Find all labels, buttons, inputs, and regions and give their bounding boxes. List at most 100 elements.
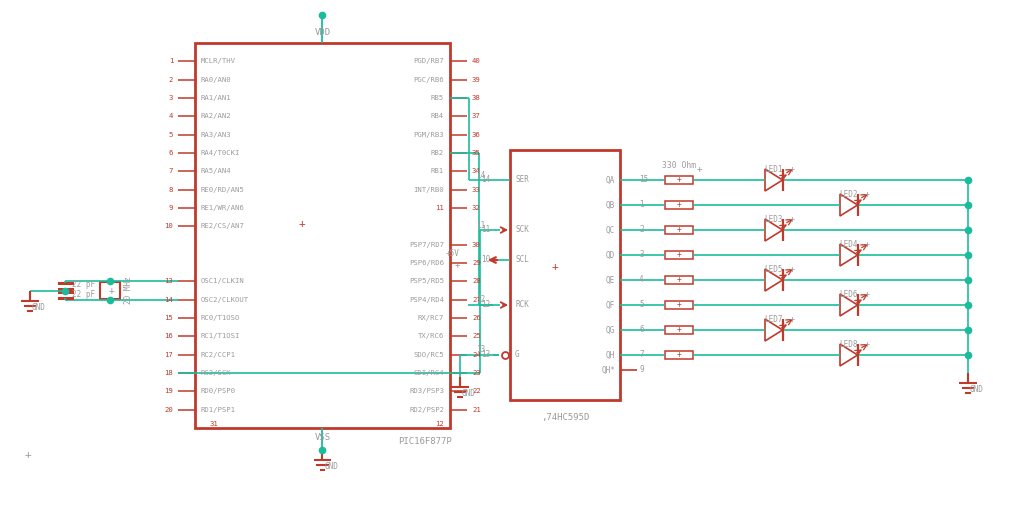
Text: 24: 24 [472, 352, 480, 358]
Text: +: + [790, 265, 795, 274]
Text: RA3/AN3: RA3/AN3 [201, 132, 231, 138]
Text: 25: 25 [472, 333, 480, 339]
Text: 27: 27 [472, 297, 480, 303]
Text: +: + [677, 200, 681, 210]
Text: MCLR/THV: MCLR/THV [201, 58, 236, 64]
Text: 39: 39 [472, 77, 480, 83]
Text: RD1/PSP1: RD1/PSP1 [201, 407, 236, 413]
Text: LED5: LED5 [764, 265, 782, 274]
Text: 13: 13 [476, 346, 485, 354]
Bar [195, 43, 450, 428]
Text: 29: 29 [472, 260, 480, 266]
Text: +: + [677, 301, 681, 309]
Bar [665, 251, 693, 259]
Text: 21: 21 [472, 407, 480, 413]
Bar [665, 201, 693, 209]
Text: 35: 35 [472, 150, 480, 156]
Text: OSC1/CLKIN: OSC1/CLKIN [201, 278, 245, 284]
Text: LED3: LED3 [764, 215, 782, 224]
Text: RE2/CS/AN7: RE2/CS/AN7 [201, 223, 245, 229]
Text: 13: 13 [480, 350, 490, 360]
Text: RB2: RB2 [431, 150, 444, 156]
Text: GND: GND [32, 303, 46, 311]
Text: RA2/AN2: RA2/AN2 [201, 113, 231, 119]
Text: OSC2/CLKOUT: OSC2/CLKOUT [201, 297, 249, 303]
Text: QB: QB [606, 200, 615, 210]
Text: 40: 40 [472, 58, 480, 64]
Text: PSP5/RD5: PSP5/RD5 [409, 278, 444, 284]
Text: PGC/RB6: PGC/RB6 [414, 77, 444, 83]
Text: 22 pF: 22 pF [72, 290, 95, 298]
Text: RC3/SCK: RC3/SCK [201, 370, 231, 376]
Text: +: + [790, 215, 795, 224]
Text: 14: 14 [480, 175, 490, 184]
Text: 32: 32 [472, 205, 480, 211]
Text: 34: 34 [472, 168, 480, 174]
Text: 4: 4 [169, 113, 173, 119]
Text: QC: QC [606, 225, 615, 235]
Text: RC0/T1OSO: RC0/T1OSO [201, 315, 241, 321]
Text: 20: 20 [164, 407, 173, 413]
Text: 13: 13 [164, 278, 173, 284]
Text: QA: QA [606, 175, 615, 184]
Text: 330 Ohm: 330 Ohm [662, 161, 696, 171]
Text: RC1/T1OSI: RC1/T1OSI [201, 333, 241, 339]
Text: 5: 5 [169, 132, 173, 138]
Text: 15: 15 [639, 175, 648, 184]
Text: 1: 1 [169, 58, 173, 64]
Text: 31: 31 [210, 421, 219, 427]
Bar [665, 326, 693, 334]
Text: SDO/RC5: SDO/RC5 [414, 352, 444, 358]
Text: +: + [790, 315, 795, 324]
Text: 33: 33 [472, 187, 480, 193]
Text: 26: 26 [472, 315, 480, 321]
Text: RC2/CCP1: RC2/CCP1 [201, 352, 236, 358]
Text: SCL: SCL [515, 255, 528, 265]
Text: +: + [677, 350, 681, 360]
Text: 1: 1 [639, 200, 644, 210]
Text: 9: 9 [639, 365, 644, 375]
Text: RA0/AN0: RA0/AN0 [201, 77, 231, 83]
Text: 11: 11 [480, 225, 490, 235]
Text: QE: QE [606, 276, 615, 284]
Text: 12: 12 [435, 421, 444, 427]
Text: SCK: SCK [515, 225, 528, 235]
Text: LED6: LED6 [839, 290, 857, 299]
Text: QD: QD [606, 251, 615, 260]
Text: LED2: LED2 [839, 190, 857, 199]
Text: 28: 28 [472, 278, 480, 284]
Text: 17: 17 [164, 352, 173, 358]
Text: +: + [677, 251, 681, 260]
Text: LED1: LED1 [764, 165, 782, 174]
Text: +: + [677, 276, 681, 284]
Bar [100, 282, 120, 299]
Text: PSP6/RD6: PSP6/RD6 [409, 260, 444, 266]
Text: 15: 15 [164, 315, 173, 321]
Text: QH*: QH* [601, 365, 615, 375]
Text: PSP4/RD4: PSP4/RD4 [409, 297, 444, 303]
Text: 7: 7 [639, 350, 644, 360]
Text: RA5/AN4: RA5/AN4 [201, 168, 231, 174]
Text: +: + [865, 190, 870, 199]
Text: RB1: RB1 [431, 168, 444, 174]
Text: 37: 37 [472, 113, 480, 119]
Text: RE1/WR/AN6: RE1/WR/AN6 [201, 205, 245, 211]
Text: 6: 6 [639, 325, 644, 335]
Text: 10: 10 [480, 255, 490, 265]
Text: 8: 8 [169, 187, 173, 193]
Text: TX/RC6: TX/RC6 [418, 333, 444, 339]
Text: 9: 9 [169, 205, 173, 211]
Text: +: + [552, 263, 558, 272]
Text: RD3/PSP3: RD3/PSP3 [409, 388, 444, 394]
Text: +: + [455, 262, 460, 270]
Text: 23: 23 [472, 370, 480, 376]
Text: 30: 30 [472, 242, 480, 248]
Text: SER: SER [515, 175, 528, 184]
Text: VDD: VDD [314, 28, 331, 37]
Text: 5: 5 [639, 301, 644, 309]
Text: QF: QF [606, 301, 615, 309]
Text: 2: 2 [639, 225, 644, 235]
Bar [665, 351, 693, 359]
Text: 36: 36 [472, 132, 480, 138]
Text: +: + [865, 240, 870, 249]
